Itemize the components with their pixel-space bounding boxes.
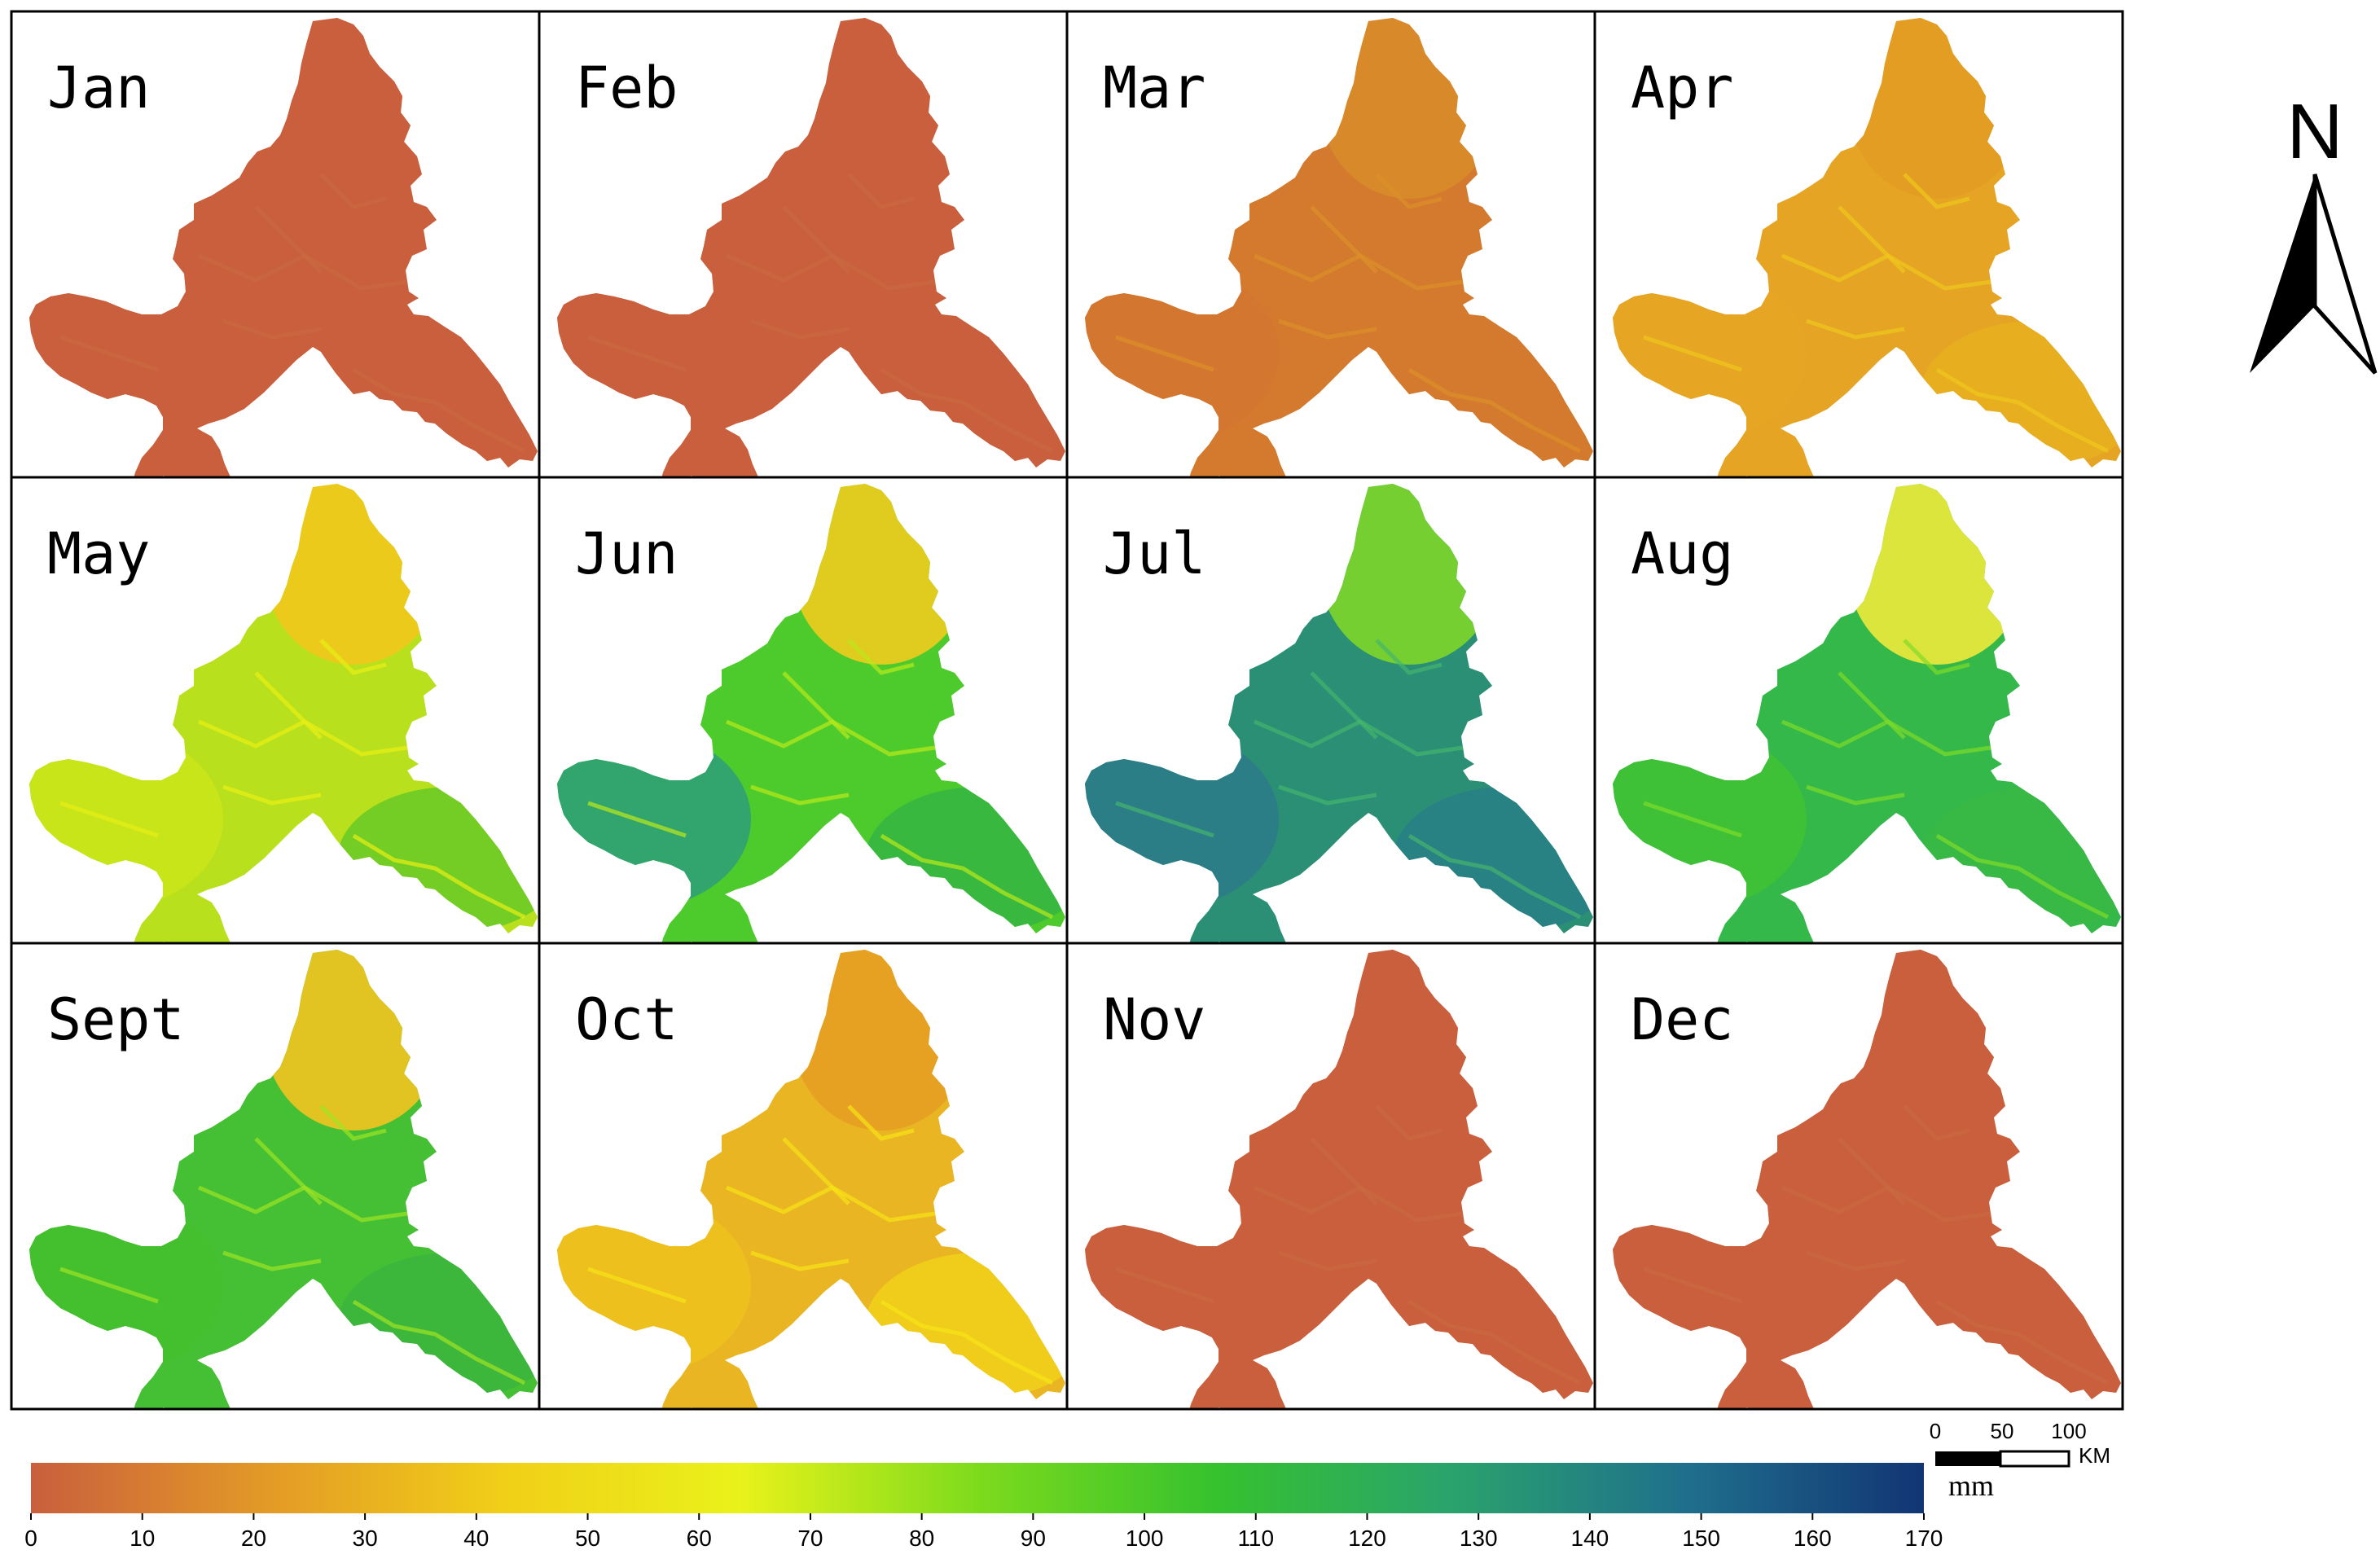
north-label: N xyxy=(2286,88,2343,175)
colorbar-tick-label: 80 xyxy=(909,1526,934,1551)
colorbar-tick-label: 150 xyxy=(1682,1526,1720,1551)
month-label: Jan xyxy=(47,55,150,121)
scale-unit: KM xyxy=(2079,1443,2110,1468)
colorbar-tick-label: 0 xyxy=(24,1526,37,1551)
month-label: Apr xyxy=(1631,55,1733,121)
panel-grid: Jan Feb Mar Apr May Jun Jul Aug Sept Oct Nov Dec xyxy=(10,10,2124,1411)
panel-feb: Feb xyxy=(538,10,1069,479)
scale-segment-filled xyxy=(1935,1451,2000,1466)
month-label: May xyxy=(47,520,150,587)
colorbar-ramp xyxy=(31,1463,1924,1513)
colorbar-tick-label: 70 xyxy=(797,1526,823,1551)
month-label: Jun xyxy=(575,520,678,587)
panel-dec: Dec xyxy=(1593,942,2124,1411)
month-label: Sept xyxy=(47,986,185,1053)
colorbar-tick-label: 110 xyxy=(1237,1526,1274,1551)
panel-jan: Jan xyxy=(10,10,541,479)
colorbar-unit: mm xyxy=(1948,1469,1994,1502)
colorbar-tick-label: 130 xyxy=(1460,1526,1498,1551)
month-label: Oct xyxy=(575,986,678,1053)
panel-mar: Mar xyxy=(1065,10,1596,479)
colorbar-tick-label: 120 xyxy=(1348,1526,1386,1551)
month-label: Feb xyxy=(575,55,678,121)
panel-nov: Nov xyxy=(1065,942,1596,1411)
month-label: Jul xyxy=(1103,520,1205,587)
grid-frame xyxy=(10,10,2124,1411)
panel-apr: Apr xyxy=(1593,10,2124,479)
colorbar-tick-label: 140 xyxy=(1571,1526,1609,1551)
scale-segment-empty xyxy=(1999,1450,2070,1468)
panel-sept: Sept xyxy=(10,942,541,1411)
colorbar-tick-label: 40 xyxy=(463,1526,489,1551)
month-label: Mar xyxy=(1103,55,1205,121)
panel-oct: Oct xyxy=(538,942,1069,1411)
scale-bar: 0 50 100 KM xyxy=(1930,1419,2110,1468)
panel-jun: Jun xyxy=(538,476,1069,945)
colorbar: 0 10 20 30 40 50 60 70 80 90 100 110 120 130 140 150 160… xyxy=(24,1463,1994,1551)
colorbar-tick-label: 160 xyxy=(1794,1526,1832,1551)
month-label: Aug xyxy=(1631,520,1733,587)
colorbar-tick-label: 50 xyxy=(575,1526,600,1551)
month-label: Dec xyxy=(1631,986,1733,1053)
panel-aug: Aug xyxy=(1593,476,2124,945)
colorbar-tick-label: 60 xyxy=(687,1526,712,1551)
panel-may: May xyxy=(10,476,541,945)
colorbar-ticks: 0 10 20 30 40 50 60 70 80 90 100 110 120 130 140 150 160… xyxy=(24,1513,1943,1551)
north-arrow-icon: N xyxy=(2250,88,2378,375)
colorbar-tick-label: 10 xyxy=(130,1526,155,1551)
colorbar-tick-label: 90 xyxy=(1021,1526,1046,1551)
month-label: Nov xyxy=(1103,986,1205,1053)
scale-label-50: 50 xyxy=(1991,1419,2014,1443)
scale-label-0: 0 xyxy=(1930,1419,1941,1443)
scale-label-100: 100 xyxy=(2051,1419,2086,1443)
colorbar-tick-label: 30 xyxy=(353,1526,378,1551)
panel-jul: Jul xyxy=(1065,476,1596,945)
colorbar-tick-label: 170 xyxy=(1905,1526,1943,1551)
colorbar-tick-label: 100 xyxy=(1126,1526,1164,1551)
colorbar-tick-label: 20 xyxy=(241,1526,266,1551)
